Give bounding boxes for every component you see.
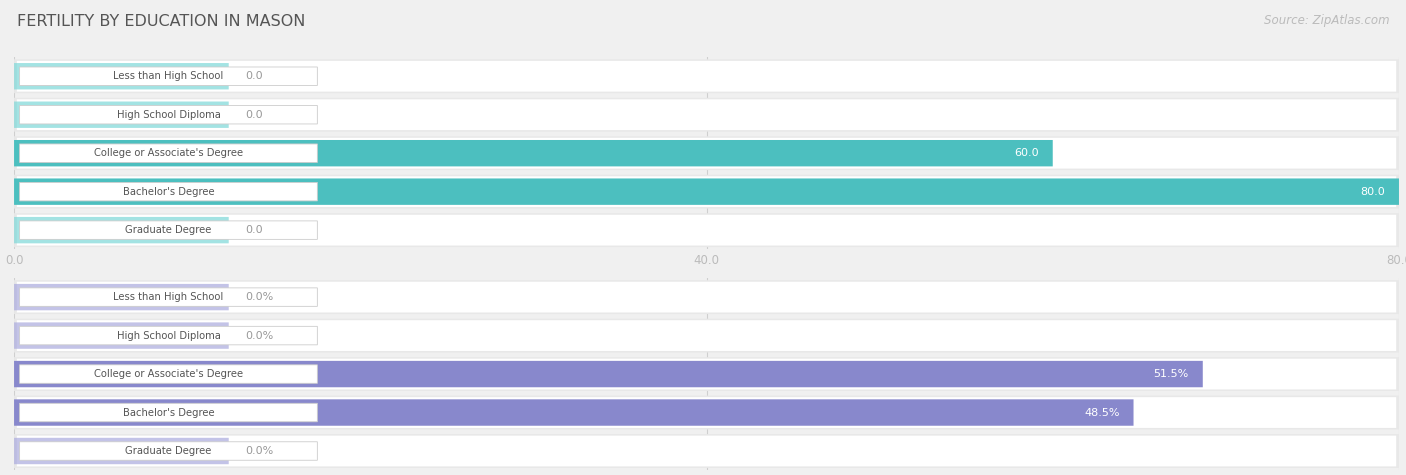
FancyBboxPatch shape — [14, 140, 1053, 166]
FancyBboxPatch shape — [20, 144, 318, 162]
Text: 0.0%: 0.0% — [245, 446, 274, 456]
FancyBboxPatch shape — [17, 436, 1396, 466]
FancyBboxPatch shape — [20, 288, 318, 306]
FancyBboxPatch shape — [14, 319, 1399, 352]
Text: Less than High School: Less than High School — [114, 292, 224, 302]
FancyBboxPatch shape — [17, 215, 1396, 246]
FancyBboxPatch shape — [14, 213, 1399, 247]
FancyBboxPatch shape — [20, 182, 318, 201]
Text: Graduate Degree: Graduate Degree — [125, 225, 212, 235]
FancyBboxPatch shape — [20, 67, 318, 86]
Text: 0.0%: 0.0% — [245, 331, 274, 341]
Text: High School Diploma: High School Diploma — [117, 331, 221, 341]
Text: 48.5%: 48.5% — [1084, 408, 1119, 418]
Text: 0.0: 0.0 — [245, 110, 263, 120]
Text: 60.0: 60.0 — [1014, 148, 1039, 158]
FancyBboxPatch shape — [20, 105, 318, 124]
Text: High School Diploma: High School Diploma — [117, 110, 221, 120]
FancyBboxPatch shape — [14, 361, 1202, 387]
FancyBboxPatch shape — [17, 176, 1396, 207]
FancyBboxPatch shape — [20, 326, 318, 345]
Text: Less than High School: Less than High School — [114, 71, 224, 81]
Text: Source: ZipAtlas.com: Source: ZipAtlas.com — [1264, 14, 1389, 27]
FancyBboxPatch shape — [14, 217, 229, 243]
FancyBboxPatch shape — [20, 403, 318, 422]
Text: 51.5%: 51.5% — [1154, 369, 1189, 379]
Text: 0.0%: 0.0% — [245, 292, 274, 302]
Text: 80.0: 80.0 — [1361, 187, 1385, 197]
FancyBboxPatch shape — [20, 221, 318, 239]
FancyBboxPatch shape — [14, 63, 229, 89]
FancyBboxPatch shape — [14, 179, 1399, 205]
FancyBboxPatch shape — [14, 59, 1399, 93]
FancyBboxPatch shape — [17, 99, 1396, 130]
FancyBboxPatch shape — [17, 61, 1396, 92]
Text: FERTILITY BY EDUCATION IN MASON: FERTILITY BY EDUCATION IN MASON — [17, 14, 305, 29]
FancyBboxPatch shape — [14, 175, 1399, 209]
Text: Bachelor's Degree: Bachelor's Degree — [122, 408, 214, 418]
FancyBboxPatch shape — [17, 282, 1396, 313]
FancyBboxPatch shape — [14, 280, 1399, 314]
FancyBboxPatch shape — [14, 399, 1133, 426]
FancyBboxPatch shape — [14, 136, 1399, 170]
FancyBboxPatch shape — [14, 98, 1399, 132]
Text: College or Associate's Degree: College or Associate's Degree — [94, 369, 243, 379]
Text: Bachelor's Degree: Bachelor's Degree — [122, 187, 214, 197]
Text: 0.0: 0.0 — [245, 71, 263, 81]
FancyBboxPatch shape — [14, 434, 1399, 468]
FancyBboxPatch shape — [14, 357, 1399, 391]
FancyBboxPatch shape — [14, 323, 229, 349]
FancyBboxPatch shape — [20, 365, 318, 383]
FancyBboxPatch shape — [17, 138, 1396, 169]
Text: College or Associate's Degree: College or Associate's Degree — [94, 148, 243, 158]
FancyBboxPatch shape — [14, 438, 229, 464]
FancyBboxPatch shape — [14, 284, 229, 310]
FancyBboxPatch shape — [17, 359, 1396, 390]
FancyBboxPatch shape — [14, 396, 1399, 429]
FancyBboxPatch shape — [17, 320, 1396, 351]
FancyBboxPatch shape — [14, 102, 229, 128]
FancyBboxPatch shape — [17, 397, 1396, 428]
FancyBboxPatch shape — [20, 442, 318, 460]
Text: Graduate Degree: Graduate Degree — [125, 446, 212, 456]
Text: 0.0: 0.0 — [245, 225, 263, 235]
